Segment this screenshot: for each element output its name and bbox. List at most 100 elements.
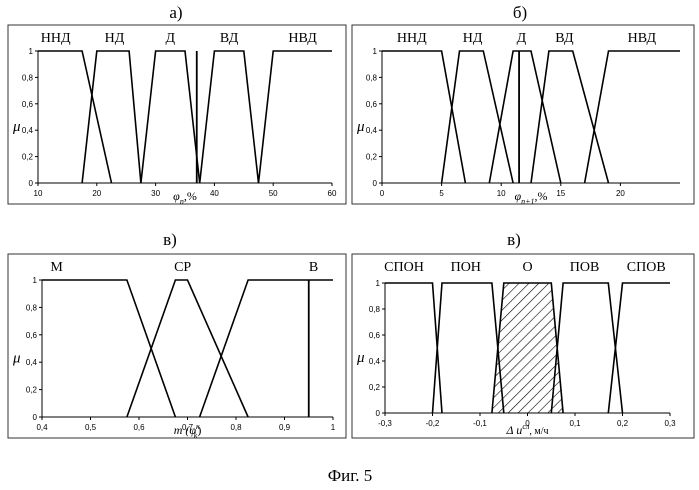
chart-panel-2: 0 0,2 0,4 0,6 0,8 1 0,4 0,5 0,6 0,7 0,8 0,9 1 μ m (φк k… xyxy=(7,253,347,440)
x-tick-label: 0,1 xyxy=(569,419,581,428)
series-line-2 xyxy=(140,50,201,184)
x-tick-label: -0,2 xyxy=(426,419,440,428)
x-tick-label: 50 xyxy=(269,189,278,198)
x-tick-label: 15 xyxy=(556,189,565,198)
y-tick-label: 1 xyxy=(373,47,378,56)
series-label-4: НВД xyxy=(628,31,657,46)
y-tick-label: 0,2 xyxy=(22,153,34,162)
y-tick-label: 0,8 xyxy=(366,73,378,82)
y-tick-label: 0,2 xyxy=(26,386,38,395)
x-axis-label: φn+1,% xyxy=(514,189,547,206)
series-label-1: СР xyxy=(174,260,191,275)
x-tick-label: 10 xyxy=(497,189,506,198)
y-tick-label: 0 xyxy=(373,179,378,188)
x-axis-label: φn,% xyxy=(173,189,197,206)
x-tick-label: 60 xyxy=(328,189,337,198)
series-line-2 xyxy=(488,50,562,184)
x-tick-label: 0,9 xyxy=(279,423,291,432)
chart-frame xyxy=(7,253,347,439)
series-line-4 xyxy=(257,50,332,184)
series-label-3: ПОВ xyxy=(570,260,600,275)
x-tick-label: 20 xyxy=(616,189,625,198)
x-tick-label: 10 xyxy=(34,189,43,198)
y-tick-label: 0,4 xyxy=(22,126,34,135)
figure-caption: Фиг. 5 xyxy=(327,466,373,485)
y-axis-label: μ xyxy=(356,350,365,366)
series-hatch-2 xyxy=(491,283,564,413)
y-tick-label: 0,8 xyxy=(369,305,381,314)
x-tick-label: 40 xyxy=(210,189,219,198)
y-axis-label: μ xyxy=(12,351,21,367)
panel-c-letter: в) xyxy=(163,230,177,249)
x-tick-label: 1 xyxy=(331,423,336,432)
series-label-2: Д xyxy=(166,31,176,46)
series-label-3: ВД xyxy=(555,31,574,46)
y-tick-label: 0 xyxy=(376,409,381,418)
series-label-2: Д xyxy=(517,31,527,46)
series-line-3 xyxy=(530,50,610,184)
chart-panel-3: 0 0,2 0,4 0,6 0,8 1 -0,3 -0,2 -0,1 0 0,1 0,2 0,3 μ Δ u… xyxy=(351,253,695,439)
series-label-4: СПОВ xyxy=(627,260,666,275)
chart-frame xyxy=(351,24,695,205)
x-tick-label: 0,2 xyxy=(617,419,629,428)
y-tick-label: 0,2 xyxy=(369,383,381,392)
panel-d-letter: в) xyxy=(507,230,521,249)
series-line-1 xyxy=(440,50,514,184)
y-tick-label: 0 xyxy=(33,413,38,422)
y-axis-label: μ xyxy=(12,119,21,135)
series-line-0 xyxy=(38,50,113,184)
y-tick-label: 1 xyxy=(29,47,34,56)
y-axis-label: μ xyxy=(356,119,365,135)
y-tick-label: 0,6 xyxy=(366,100,378,109)
series-label-2: В xyxy=(309,260,318,275)
y-tick-label: 0,4 xyxy=(369,357,381,366)
series-line-4 xyxy=(607,282,670,414)
y-tick-label: 0,8 xyxy=(26,303,38,312)
series-label-4: НВД xyxy=(288,31,317,46)
series-line-2 xyxy=(198,279,333,418)
x-tick-label: 5 xyxy=(439,189,444,198)
series-line-1 xyxy=(126,279,249,418)
series-label-1: ПОН xyxy=(451,260,481,275)
panel-a-letter: а) xyxy=(169,3,183,22)
x-tick-label: -0,3 xyxy=(378,419,392,428)
series-line-0 xyxy=(382,50,467,184)
y-tick-label: 0,2 xyxy=(366,153,378,162)
series-label-1: НД xyxy=(463,31,483,46)
series-label-0: М xyxy=(50,260,63,275)
series-line-1 xyxy=(81,50,142,184)
x-tick-label: 20 xyxy=(92,189,101,198)
y-tick-label: 1 xyxy=(376,279,381,288)
series-label-1: НД xyxy=(105,31,125,46)
series-label-0: ННД xyxy=(41,31,71,46)
chart-frame xyxy=(351,253,695,439)
x-tick-label: 30 xyxy=(151,189,160,198)
series-line-3 xyxy=(198,50,260,184)
x-axis-label: Δ uсл, м/ч xyxy=(505,422,548,437)
series-label-0: СПОН xyxy=(384,260,424,275)
y-tick-label: 0,4 xyxy=(366,126,378,135)
chart-frame xyxy=(7,24,347,205)
y-tick-label: 0 xyxy=(29,179,34,188)
series-line-0 xyxy=(42,279,177,418)
x-axis-label: m (φк k) xyxy=(174,422,202,440)
x-tick-label: 0 xyxy=(380,189,385,198)
x-tick-label: -0,1 xyxy=(473,419,487,428)
x-tick-label: 0,6 xyxy=(133,423,145,432)
x-tick-label: 0,7 xyxy=(182,423,194,432)
x-tick-label: 0,3 xyxy=(664,419,676,428)
series-label-0: ННД xyxy=(397,31,427,46)
y-tick-label: 0,4 xyxy=(26,358,38,367)
series-label-2: О xyxy=(522,260,532,275)
panel-b-letter: б) xyxy=(512,3,528,22)
series-line-0 xyxy=(385,282,443,414)
x-tick-label: 0 xyxy=(525,419,530,428)
chart-panel-0: 0 0,2 0,4 0,6 0,8 1 10 20 30 40 50 60 μ φn,% ННД НД Д ВД Н… xyxy=(7,24,347,206)
y-tick-label: 0,6 xyxy=(26,331,38,340)
y-tick-label: 0,6 xyxy=(369,331,381,340)
y-tick-label: 1 xyxy=(33,276,38,285)
y-tick-label: 0,8 xyxy=(22,73,34,82)
y-tick-label: 0,6 xyxy=(22,100,34,109)
